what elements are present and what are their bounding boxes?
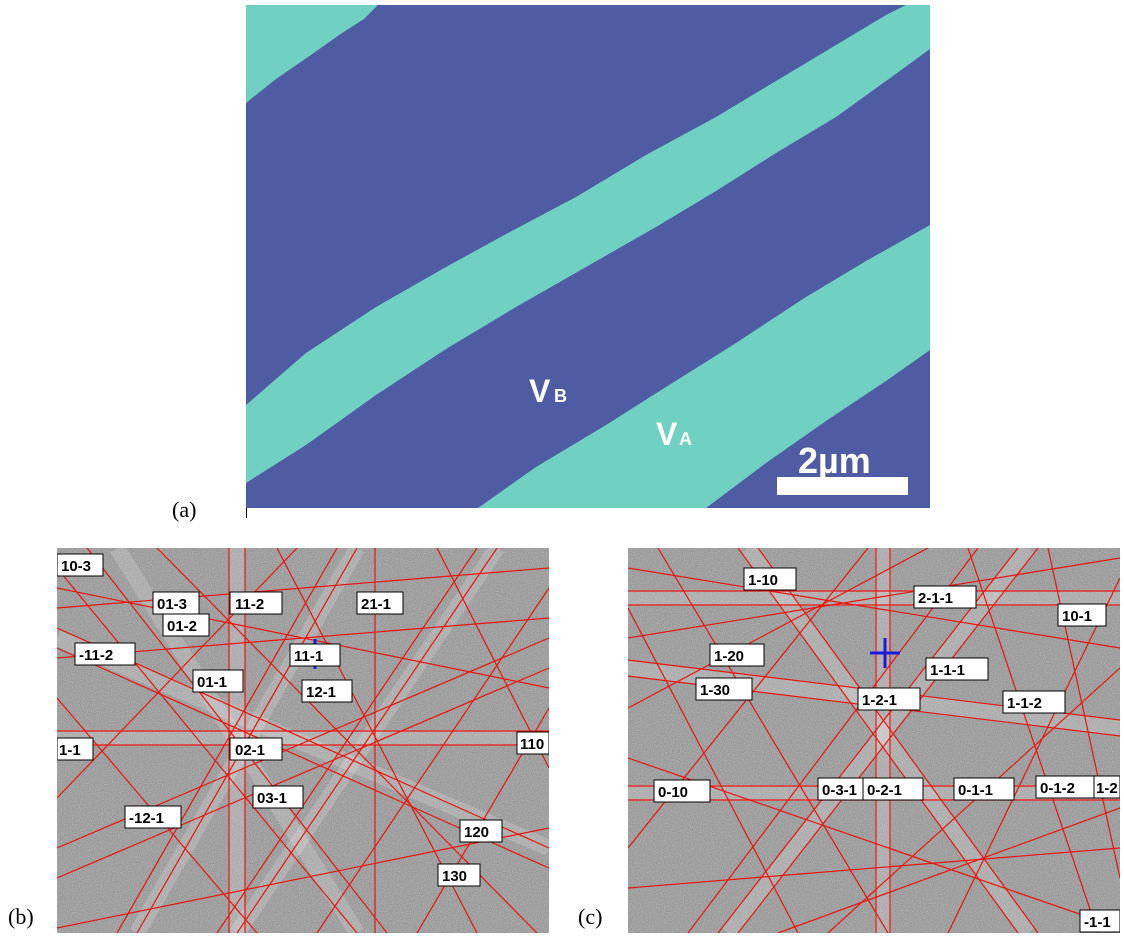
phase-a-band-bottom-right xyxy=(478,225,930,508)
kikuchi-label: 12-1 xyxy=(301,679,353,703)
kikuchi-pattern-c: 1-10 2-1-1 10-1 1-20 1-1-1 1-30 1-2-1 1-… xyxy=(628,548,1120,933)
kikuchi-index-labels: 10-3 01-3 01-2 11-2 21-1 11-1 -11-2 01-1… xyxy=(57,553,549,887)
phase-a-bands xyxy=(246,5,930,508)
kikuchi-label: 11-1 xyxy=(289,643,341,667)
svg-text:01-2: 01-2 xyxy=(167,618,197,635)
kikuchi-label: 1-20 xyxy=(709,643,765,667)
panel-label-b: (b) xyxy=(8,904,34,929)
kikuchi-label: 2-1-1 xyxy=(913,585,977,609)
kikuchi-pattern-b: 10-3 01-3 01-2 11-2 21-1 11-1 -11-2 01-1… xyxy=(57,548,549,933)
kikuchi-label: 10-3 xyxy=(57,553,104,577)
kikuchi-label: 1-10 xyxy=(743,567,797,591)
panel-label-a: (a) xyxy=(172,497,197,522)
svg-text:1-1-2: 1-1-2 xyxy=(1007,695,1042,712)
scale-bar-label: 2µm xyxy=(798,440,871,481)
svg-text:02-1: 02-1 xyxy=(235,742,265,759)
svg-text:-12-1: -12-1 xyxy=(129,810,164,827)
phase-map: V B V A 2µm xyxy=(246,5,930,508)
orientation-marker xyxy=(870,638,900,668)
kikuchi-label: 1-1-2 xyxy=(1002,690,1066,714)
svg-text:11-1: 11-1 xyxy=(294,648,323,665)
scale-bar xyxy=(777,477,908,495)
kikuchi-label: 0-2-1 xyxy=(862,777,924,801)
kikuchi-label: 1-1 xyxy=(57,737,94,761)
kikuchi-label: 110 xyxy=(516,731,549,755)
kikuchi-label: 1-2 xyxy=(1093,775,1120,799)
kikuchi-label: 1-1-1 xyxy=(925,657,989,681)
svg-text:21-1: 21-1 xyxy=(361,596,391,613)
svg-text:1-20: 1-20 xyxy=(714,648,744,665)
kikuchi-label: 120 xyxy=(459,819,503,843)
kikuchi-index-labels: 1-10 2-1-1 10-1 1-20 1-1-1 1-30 1-2-1 1-… xyxy=(653,567,1120,933)
kikuchi-label: 11-2 xyxy=(229,591,283,615)
svg-text:10-3: 10-3 xyxy=(61,558,91,575)
kikuchi-label: 0-3-1 xyxy=(817,777,869,801)
kikuchi-label: 01-1 xyxy=(192,669,244,693)
kikuchi-label: -1-1 xyxy=(1079,909,1120,933)
kikuchi-label: 21-1 xyxy=(356,591,404,615)
kikuchi-label: 1-2-1 xyxy=(857,687,921,711)
svg-text:03-1: 03-1 xyxy=(257,790,287,807)
kikuchi-label: -12-1 xyxy=(124,805,182,829)
phase-a-band-top-left xyxy=(246,5,378,103)
kikuchi-label: 01-2 xyxy=(162,613,210,637)
svg-text:0-1-2: 0-1-2 xyxy=(1040,780,1075,797)
svg-text:1-2: 1-2 xyxy=(1096,780,1118,797)
svg-text:12-1: 12-1 xyxy=(306,684,336,701)
phase-a-label-sub: A xyxy=(679,429,692,449)
svg-text:1-1-1: 1-1-1 xyxy=(930,662,965,679)
phase-a-label-main: V xyxy=(656,416,678,452)
svg-text:1-1: 1-1 xyxy=(59,742,81,759)
svg-text:2-1-1: 2-1-1 xyxy=(918,590,953,607)
kikuchi-noise xyxy=(628,548,1120,933)
svg-text:110: 110 xyxy=(520,736,544,753)
phase-a-band-middle xyxy=(246,5,930,483)
kikuchi-label: 1-30 xyxy=(695,677,753,701)
svg-text:130: 130 xyxy=(442,868,467,885)
svg-text:0-10: 0-10 xyxy=(658,784,688,801)
svg-text:120: 120 xyxy=(464,824,489,841)
svg-text:10-1: 10-1 xyxy=(1062,608,1092,625)
kikuchi-label: 0-1-1 xyxy=(953,777,1015,801)
kikuchi-label: -11-2 xyxy=(74,642,136,666)
kikuchi-label: 130 xyxy=(437,863,481,887)
svg-text:0-1-1: 0-1-1 xyxy=(958,782,993,799)
kikuchi-label: 02-1 xyxy=(229,737,283,761)
kikuchi-label: 01-3 xyxy=(152,591,200,615)
svg-text:1-10: 1-10 xyxy=(748,572,778,589)
phase-a-label: V A xyxy=(656,416,692,452)
svg-text:01-3: 01-3 xyxy=(157,596,187,613)
phase-b-label-sub: B xyxy=(554,386,567,406)
kikuchi-label: 0-1-2 xyxy=(1035,775,1097,799)
svg-text:1-2-1: 1-2-1 xyxy=(862,692,897,709)
svg-text:-11-2: -11-2 xyxy=(79,647,113,664)
svg-text:0-2-1: 0-2-1 xyxy=(867,782,902,799)
phase-b-label: V B xyxy=(529,373,567,409)
kikuchi-label: 10-1 xyxy=(1057,603,1107,627)
phase-b-label-main: V xyxy=(529,373,551,409)
svg-text:01-1: 01-1 xyxy=(197,674,227,691)
svg-text:11-2: 11-2 xyxy=(235,596,264,613)
svg-text:-1-1: -1-1 xyxy=(1084,914,1111,931)
kikuchi-label: 03-1 xyxy=(252,785,304,809)
svg-text:0-3-1: 0-3-1 xyxy=(822,782,857,799)
svg-text:1-30: 1-30 xyxy=(700,682,730,699)
panel-label-c: (c) xyxy=(578,904,603,929)
axis-tick xyxy=(246,508,247,518)
kikuchi-label: 0-10 xyxy=(653,779,711,803)
